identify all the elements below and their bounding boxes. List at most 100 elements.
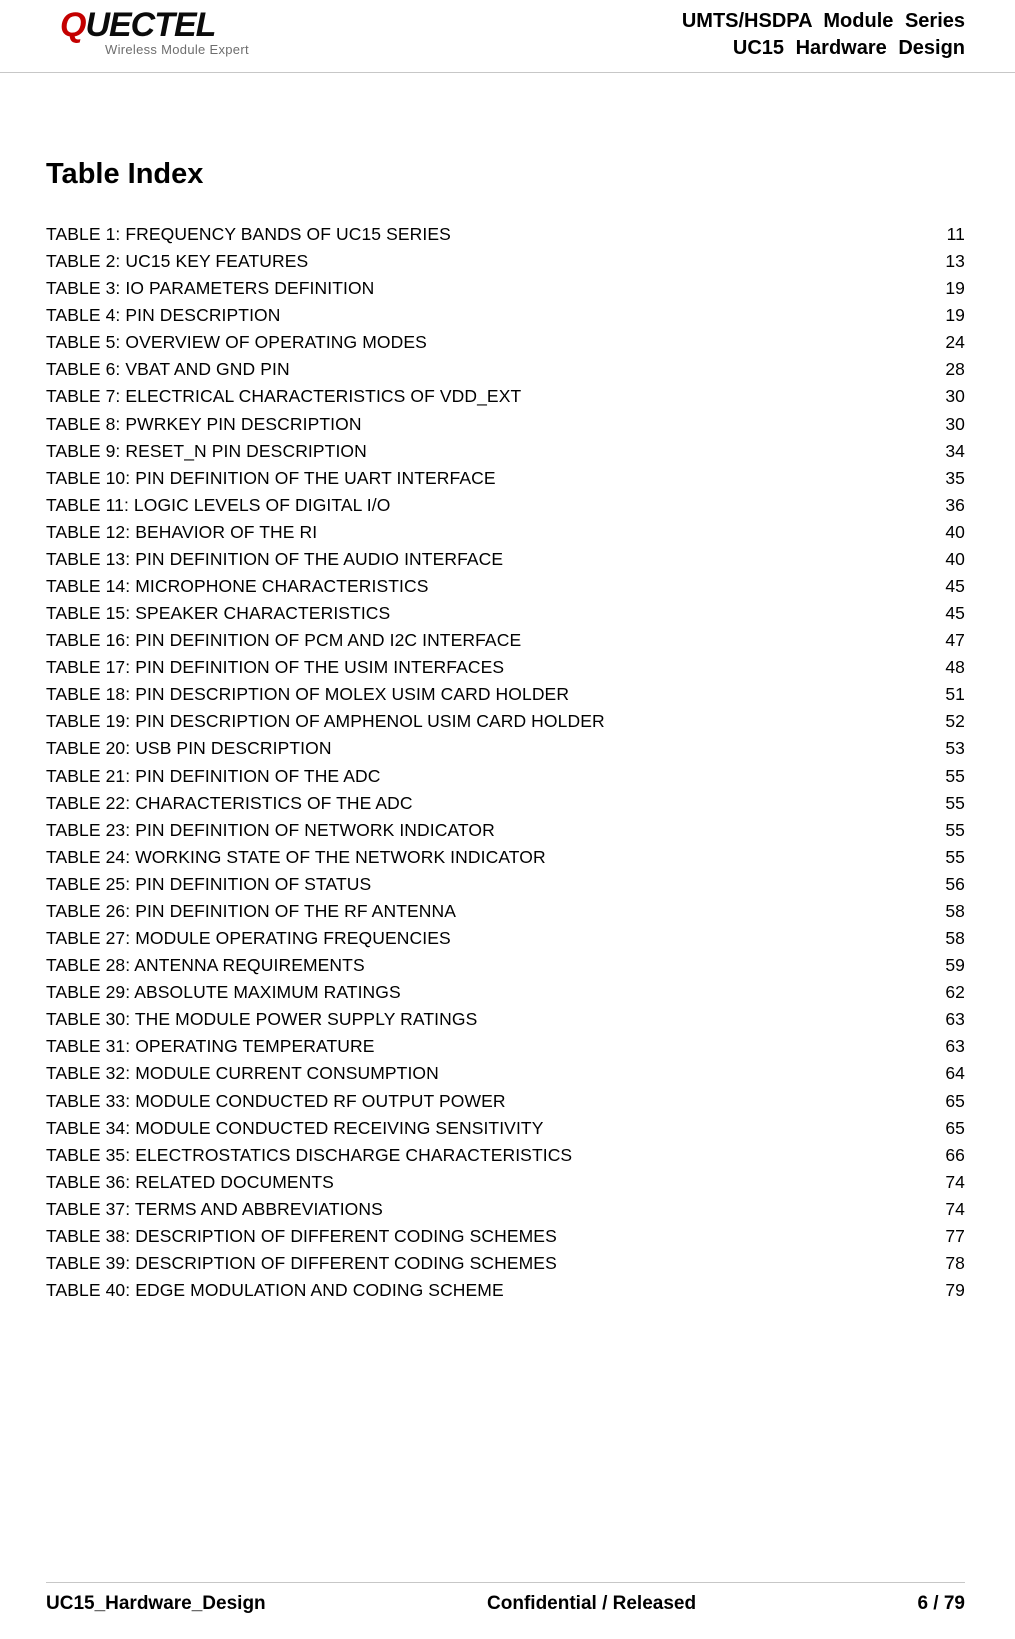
- toc-page-number: 55: [941, 821, 965, 839]
- toc-page-number: 74: [941, 1173, 965, 1191]
- toc-page-number: 58: [941, 929, 965, 947]
- header-line-1: UMTS/HSDPA Module Series: [682, 8, 965, 35]
- toc-page-number: 48: [941, 658, 965, 676]
- toc-label: TABLE 21: PIN DEFINITION OF THE ADC: [46, 767, 380, 785]
- toc-row: TABLE 15: SPEAKER CHARACTERISTICS45: [46, 604, 965, 622]
- toc-label: TABLE 13: PIN DEFINITION OF THE AUDIO IN…: [46, 550, 503, 568]
- toc-label: TABLE 29: ABSOLUTE MAXIMUM RATINGS: [46, 983, 401, 1001]
- toc-label: TABLE 20: USB PIN DESCRIPTION: [46, 739, 332, 757]
- toc-row: TABLE 11: LOGIC LEVELS OF DIGITAL I/O 36: [46, 496, 965, 514]
- toc-row: TABLE 24: WORKING STATE OF THE NETWORK I…: [46, 848, 965, 866]
- toc-row: TABLE 5: OVERVIEW OF OPERATING MODES24: [46, 333, 965, 351]
- toc-row: TABLE 23: PIN DEFINITION OF NETWORK INDI…: [46, 821, 965, 839]
- toc-row: TABLE 32: MODULE CURRENT CONSUMPTION64: [46, 1064, 965, 1082]
- toc-label: TABLE 10: PIN DEFINITION OF THE UART INT…: [46, 469, 496, 487]
- toc-page-number: 55: [941, 767, 965, 785]
- toc-label: TABLE 25: PIN DEFINITION OF STATUS: [46, 875, 371, 893]
- section-title: Table Index: [46, 158, 965, 191]
- toc-row: TABLE 28: ANTENNA REQUIREMENTS 59: [46, 956, 965, 974]
- toc-label: TABLE 36: RELATED DOCUMENTS: [46, 1173, 334, 1191]
- toc-label: TABLE 23: PIN DEFINITION OF NETWORK INDI…: [46, 821, 495, 839]
- toc-row: TABLE 12: BEHAVIOR OF THE RI40: [46, 523, 965, 541]
- toc-page-number: 11: [941, 225, 965, 243]
- toc-label: TABLE 26: PIN DEFINITION OF THE RF ANTEN…: [46, 902, 456, 920]
- toc-label: TABLE 6: VBAT AND GND PIN: [46, 360, 290, 378]
- toc-page-number: 55: [941, 848, 965, 866]
- toc-page-number: 58: [941, 902, 965, 920]
- toc-row: TABLE 35: ELECTROSTATICS DISCHARGE CHARA…: [46, 1146, 965, 1164]
- footer-left: UC15_Hardware_Design: [46, 1593, 266, 1615]
- toc-label: TABLE 39: DESCRIPTION OF DIFFERENT CODIN…: [46, 1254, 557, 1272]
- toc-row: TABLE 3: IO PARAMETERS DEFINITION19: [46, 279, 965, 297]
- toc-page-number: 79: [941, 1281, 965, 1299]
- toc-label: TABLE 11: LOGIC LEVELS OF DIGITAL I/O: [46, 496, 390, 514]
- toc-page-number: 62: [941, 983, 965, 1001]
- toc-label: TABLE 24: WORKING STATE OF THE NETWORK I…: [46, 848, 546, 866]
- toc-row: TABLE 14: MICROPHONE CHARACTERISTICS45: [46, 577, 965, 595]
- toc-label: TABLE 9: RESET_N PIN DESCRIPTION: [46, 442, 367, 460]
- toc-row: TABLE 22: CHARACTERISTICS OF THE ADC 55: [46, 794, 965, 812]
- toc-page-number: 65: [941, 1092, 965, 1110]
- toc-page-number: 59: [941, 956, 965, 974]
- header-right: UMTS/HSDPA Module Series UC15 Hardware D…: [682, 8, 965, 62]
- toc-label: TABLE 27: MODULE OPERATING FREQUENCIES: [46, 929, 451, 947]
- brand-wordmark: QUECTEL: [60, 8, 249, 42]
- toc-label: TABLE 22: CHARACTERISTICS OF THE ADC: [46, 794, 413, 812]
- toc-row: TABLE 38: DESCRIPTION OF DIFFERENT CODIN…: [46, 1227, 965, 1245]
- toc-label: TABLE 14: MICROPHONE CHARACTERISTICS: [46, 577, 429, 595]
- toc-row: TABLE 36: RELATED DOCUMENTS 74: [46, 1173, 965, 1191]
- brand-initial: Q: [60, 6, 85, 44]
- toc-row: TABLE 30: THE MODULE POWER SUPPLY RATING…: [46, 1010, 965, 1028]
- toc-row: TABLE 29: ABSOLUTE MAXIMUM RATINGS 62: [46, 983, 965, 1001]
- toc-row: TABLE 6: VBAT AND GND PIN 28: [46, 360, 965, 378]
- toc-row: TABLE 33: MODULE CONDUCTED RF OUTPUT POW…: [46, 1092, 965, 1110]
- page-footer: UC15_Hardware_Design Confidential / Rele…: [46, 1593, 965, 1615]
- toc-label: TABLE 37: TERMS AND ABBREVIATIONS: [46, 1200, 383, 1218]
- page-content: Table Index TABLE 1: FREQUENCY BANDS OF …: [0, 73, 1015, 1299]
- toc-label: TABLE 7: ELECTRICAL CHARACTERISTICS OF V…: [46, 387, 521, 405]
- toc-page-number: 24: [941, 333, 965, 351]
- toc-row: TABLE 27: MODULE OPERATING FREQUENCIES 58: [46, 929, 965, 947]
- header-line-2: UC15 Hardware Design: [682, 35, 965, 62]
- toc-page-number: 30: [941, 387, 965, 405]
- brand-tagline: Wireless Module Expert: [105, 42, 249, 57]
- toc-row: TABLE 10: PIN DEFINITION OF THE UART INT…: [46, 469, 965, 487]
- toc-row: TABLE 2: UC15 KEY FEATURES13: [46, 252, 965, 270]
- toc-label: TABLE 4: PIN DESCRIPTION: [46, 306, 281, 324]
- toc-label: TABLE 18: PIN DESCRIPTION OF MOLEX USIM …: [46, 685, 569, 703]
- toc-label: TABLE 38: DESCRIPTION OF DIFFERENT CODIN…: [46, 1227, 557, 1245]
- toc-page-number: 28: [941, 360, 965, 378]
- toc-label: TABLE 19: PIN DESCRIPTION OF AMPHENOL US…: [46, 712, 605, 730]
- toc-page-number: 19: [941, 279, 965, 297]
- toc-row: TABLE 40: EDGE MODULATION AND CODING SCH…: [46, 1281, 965, 1299]
- toc-label: TABLE 34: MODULE CONDUCTED RECEIVING SEN…: [46, 1119, 543, 1137]
- page-footer-wrap: UC15_Hardware_Design Confidential / Rele…: [0, 1582, 1015, 1615]
- toc-row: TABLE 19: PIN DESCRIPTION OF AMPHENOL US…: [46, 712, 965, 730]
- toc-label: TABLE 12: BEHAVIOR OF THE RI: [46, 523, 317, 541]
- footer-rule: [46, 1582, 965, 1583]
- toc-row: TABLE 4: PIN DESCRIPTION19: [46, 306, 965, 324]
- toc-row: TABLE 18: PIN DESCRIPTION OF MOLEX USIM …: [46, 685, 965, 703]
- toc-row: TABLE 34: MODULE CONDUCTED RECEIVING SEN…: [46, 1119, 965, 1137]
- toc-row: TABLE 21: PIN DEFINITION OF THE ADC 55: [46, 767, 965, 785]
- toc-label: TABLE 40: EDGE MODULATION AND CODING SCH…: [46, 1281, 504, 1299]
- toc-row: TABLE 8: PWRKEY PIN DESCRIPTION 30: [46, 415, 965, 433]
- toc-label: TABLE 28: ANTENNA REQUIREMENTS: [46, 956, 365, 974]
- toc-page-number: 65: [941, 1119, 965, 1137]
- toc-label: TABLE 8: PWRKEY PIN DESCRIPTION: [46, 415, 362, 433]
- toc-label: TABLE 30: THE MODULE POWER SUPPLY RATING…: [46, 1010, 477, 1028]
- toc-row: TABLE 25: PIN DEFINITION OF STATUS 56: [46, 875, 965, 893]
- toc-page-number: 56: [941, 875, 965, 893]
- toc-page-number: 30: [941, 415, 965, 433]
- toc-page-number: 47: [941, 631, 965, 649]
- toc-page-number: 55: [941, 794, 965, 812]
- toc-row: TABLE 17: PIN DEFINITION OF THE USIM INT…: [46, 658, 965, 676]
- toc-label: TABLE 35: ELECTROSTATICS DISCHARGE CHARA…: [46, 1146, 572, 1164]
- toc-label: TABLE 17: PIN DEFINITION OF THE USIM INT…: [46, 658, 504, 676]
- toc-label: TABLE 32: MODULE CURRENT CONSUMPTION: [46, 1064, 439, 1082]
- brand-rest: UECTEL: [85, 6, 215, 44]
- toc-row: TABLE 37: TERMS AND ABBREVIATIONS74: [46, 1200, 965, 1218]
- toc-label: TABLE 15: SPEAKER CHARACTERISTICS: [46, 604, 390, 622]
- toc-page-number: 78: [941, 1254, 965, 1272]
- toc-page-number: 36: [941, 496, 965, 514]
